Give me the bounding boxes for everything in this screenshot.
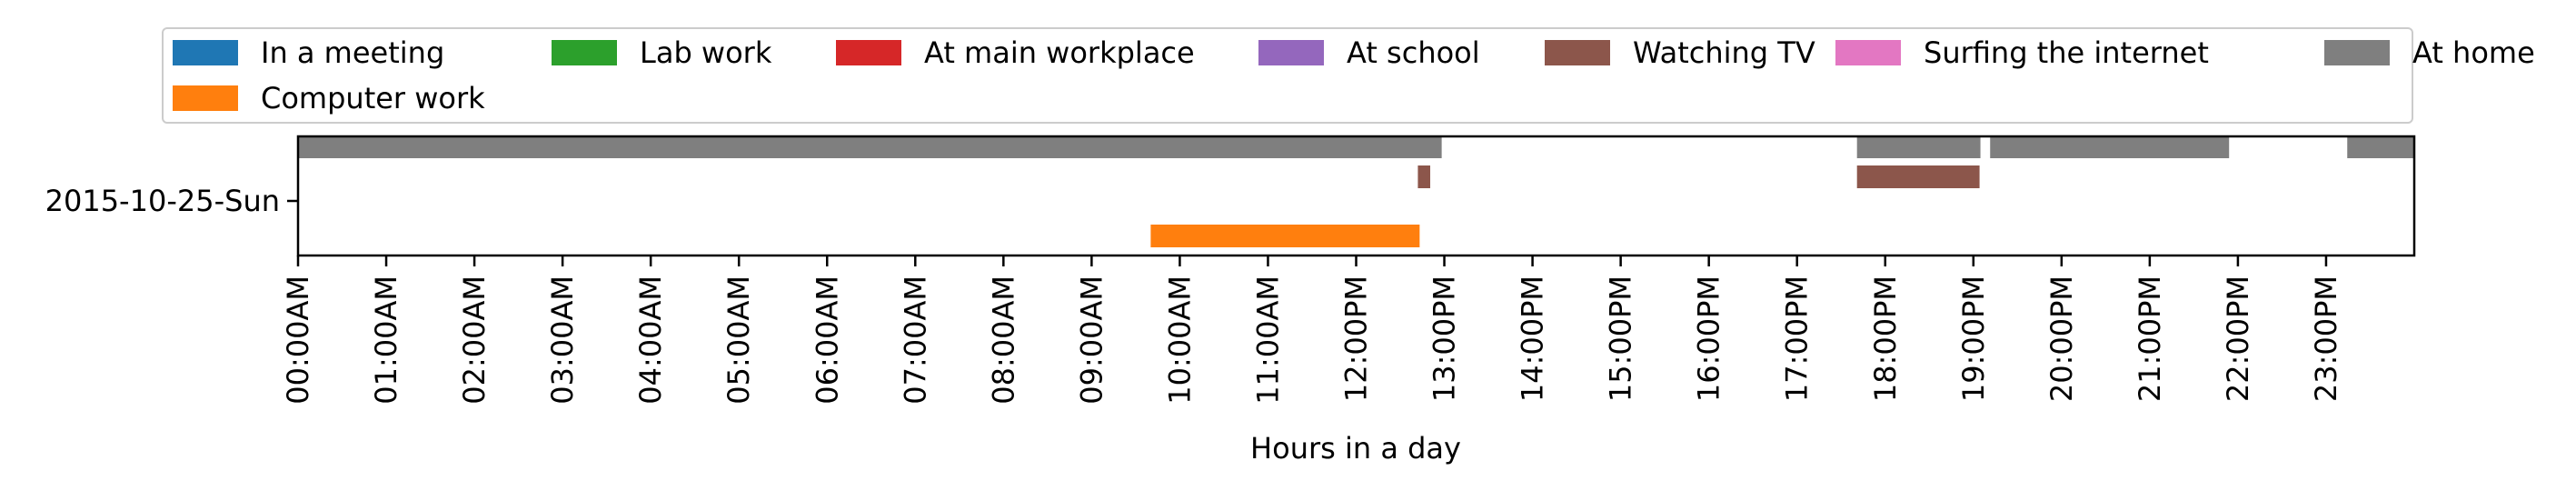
legend-swatch: [1545, 40, 1610, 65]
legend-label: Surfing the internet: [1924, 35, 2209, 70]
legend: In a meeting Lab work At main workplace At …: [162, 27, 2535, 124]
x-axis: 00:00AM 01:00AM 02:00AM 03:00AM 04:00AM 05:00…: [281, 256, 2343, 405]
bars-layer: [298, 136, 2414, 247]
x-tick-label-10: 10:00AM: [1162, 276, 1197, 405]
legend-swatch: [552, 40, 617, 65]
x-tick-label-15: 15:00PM: [1604, 276, 1638, 402]
bar-computer-work-0: [1150, 225, 1420, 247]
legend-swatch: [1258, 40, 1324, 65]
x-tick-label-16: 16:00PM: [1692, 276, 1726, 402]
legend-label: At school: [1347, 35, 1480, 70]
x-tick-label-3: 03:00AM: [545, 276, 580, 405]
legend-item-surfing-the-internet: Surfing the internet: [1835, 35, 2209, 71]
legend-label: At home: [2412, 35, 2535, 70]
x-tick-label-11: 11:00AM: [1250, 276, 1285, 405]
bar-at-home-0: [298, 136, 1442, 158]
x-tick-label-14: 14:00PM: [1516, 276, 1550, 402]
x-axis-title: Hours in a day: [1250, 431, 1461, 466]
x-tick-label-12: 12:00PM: [1339, 276, 1374, 402]
legend-label: Computer work: [261, 81, 485, 115]
legend-item-at-school: At school: [1258, 35, 1480, 71]
x-tick-label-7: 07:00AM: [898, 276, 932, 405]
legend-swatch: [173, 85, 238, 111]
x-tick-label-9: 09:00AM: [1074, 276, 1109, 405]
x-tick-label-23: 23:00PM: [2309, 276, 2343, 402]
x-tick-label-19: 19:00PM: [1956, 276, 1991, 402]
legend-swatch: [2324, 40, 2390, 65]
bar-at-home-1: [1856, 136, 1981, 158]
x-tick-label-8: 08:00AM: [986, 276, 1020, 405]
legend-item-at-home: At home: [2324, 35, 2535, 71]
legend-item-computer-work: Computer work: [173, 80, 485, 116]
y-axis: 2015-10-25-Sun: [45, 184, 298, 218]
bar-watching-tv-0: [1417, 165, 1431, 188]
bar-watching-tv-1: [1856, 165, 1980, 188]
y-tick-label-0: 2015-10-25-Sun: [45, 184, 280, 218]
legend-item-in-a-meeting: In a meeting: [173, 35, 444, 71]
legend-item-at-main-workplace: At main workplace: [836, 35, 1195, 71]
legend-swatch: [836, 40, 901, 65]
bar-at-home-3: [2347, 136, 2414, 158]
x-tick-label-22: 22:00PM: [2221, 276, 2255, 402]
legend-label: At main workplace: [924, 35, 1195, 70]
x-tick-label-17: 17:00PM: [1780, 276, 1815, 402]
legend-item-watching-tv: Watching TV: [1545, 35, 1815, 71]
legend-label: In a meeting: [261, 35, 445, 70]
legend-item-lab-work: Lab work: [552, 35, 771, 71]
x-tick-label-18: 18:00PM: [1868, 276, 1903, 402]
x-tick-label-6: 06:00AM: [810, 276, 844, 405]
x-tick-label-20: 20:00PM: [2044, 276, 2079, 402]
x-tick-label-21: 21:00PM: [2133, 276, 2167, 402]
legend-swatch: [173, 40, 238, 65]
x-tick-label-2: 02:00AM: [457, 276, 492, 405]
legend-label: Lab work: [640, 35, 772, 70]
x-tick-label-4: 04:00AM: [633, 276, 668, 405]
x-tick-label-0: 00:00AM: [281, 276, 315, 405]
bar-at-home-2: [1990, 136, 2230, 158]
x-tick-label-1: 01:00AM: [369, 276, 403, 405]
legend-label: Watching TV: [1633, 35, 1815, 70]
x-tick-label-5: 05:00AM: [721, 276, 756, 405]
x-tick-label-13: 13:00PM: [1427, 276, 1462, 402]
legend-swatch: [1835, 40, 1901, 65]
